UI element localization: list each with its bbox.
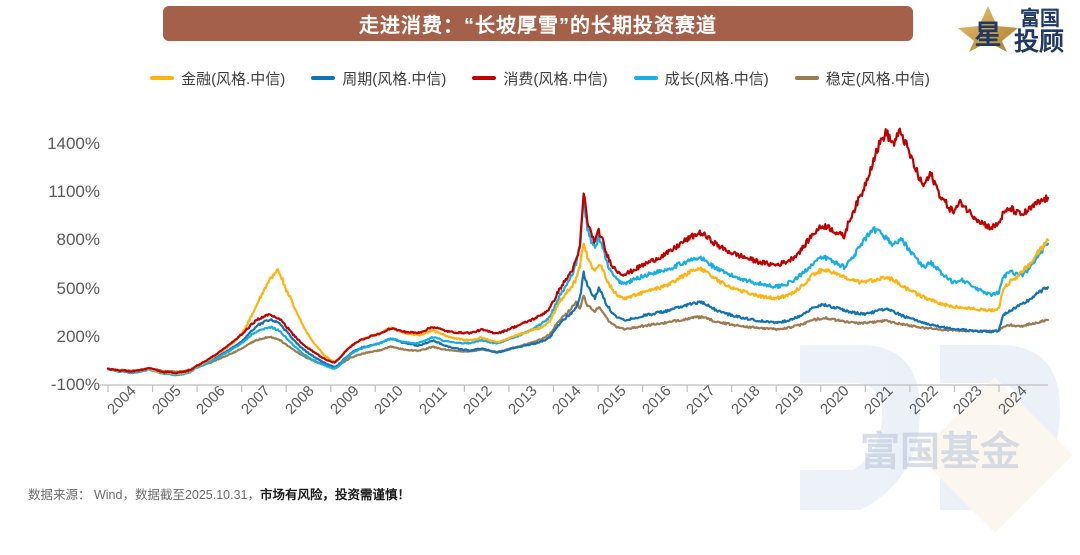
y-axis-tick-label: 1400% — [47, 134, 100, 154]
legend-item-2[interactable]: 消费(风格.中信) — [472, 68, 608, 89]
legend-swatch-icon — [311, 76, 336, 80]
footer-prefix: 数据来源： Wind，数据截至2025.10.31， — [28, 488, 261, 502]
star-icon — [958, 6, 1018, 52]
legend-label: 金融(风格.中信) — [181, 70, 286, 88]
logo-star-char: 星 — [975, 20, 1002, 50]
legend-swatch-icon — [794, 76, 819, 80]
chart-svg — [100, 127, 1050, 392]
y-axis-tick-label: 800% — [56, 230, 100, 250]
series-line-2 — [106, 127, 1050, 375]
y-axis-tick-label: 1100% — [48, 182, 100, 202]
chart-title-banner: 走进消费：“长坡厚雪”的长期投资赛道 — [163, 6, 913, 41]
y-axis-labels: -100% 200% 500% 800% 1100% 1400% — [18, 100, 100, 400]
y-axis-tick-label: 200% — [56, 326, 100, 346]
series-line-3 — [106, 196, 1050, 377]
legend-swatch-icon — [633, 76, 658, 80]
brand-logo: 星 富国 投顾 — [958, 6, 1064, 54]
logo-bottom-text: 投顾 — [1014, 27, 1064, 54]
data-source-note: 数据来源： Wind，数据截至2025.10.31，市场有风险，投资需谨慎！ — [28, 484, 410, 503]
legend-item-3[interactable]: 成长(风格.中信) — [633, 68, 769, 89]
legend-item-4[interactable]: 稳定(风格.中信) — [794, 68, 930, 89]
x-axis-labels: 2004 2005 2006 2007 2008 2009 2010 2011 2012 2013… — [0, 382, 1080, 460]
y-axis-tick-label: -100% — [50, 375, 100, 394]
series-line-1 — [106, 270, 1050, 376]
footer-warning: 市场有风险，投资需谨慎！ — [260, 488, 411, 502]
legend-swatch-icon — [150, 76, 175, 80]
series-line-0 — [106, 238, 1050, 375]
legend-label: 稳定(风格.中信) — [825, 70, 930, 88]
chart-legend: 金融(风格.中信) 周期(风格.中信) 消费(风格.中信) 成长(风格.中信) 稳定(风… — [0, 64, 1080, 92]
legend-label: 成长(风格.中信) — [664, 70, 769, 88]
logo-top-text: 富国 — [1020, 6, 1060, 30]
legend-label: 消费(风格.中信) — [503, 70, 608, 88]
page-title: 走进消费：“长坡厚雪”的长期投资赛道 — [359, 15, 717, 37]
legend-item-1[interactable]: 周期(风格.中信) — [311, 68, 446, 89]
chart-plot-area: -100% 200% 500% 800% 1100% 1400% 2004 2005 2006… — [0, 100, 1080, 460]
legend-label: 周期(风格.中信) — [342, 70, 447, 88]
legend-item-0[interactable]: 金融(风格.中信) — [150, 68, 285, 89]
y-axis-tick-label: 500% — [56, 278, 100, 298]
legend-swatch-icon — [472, 76, 497, 80]
